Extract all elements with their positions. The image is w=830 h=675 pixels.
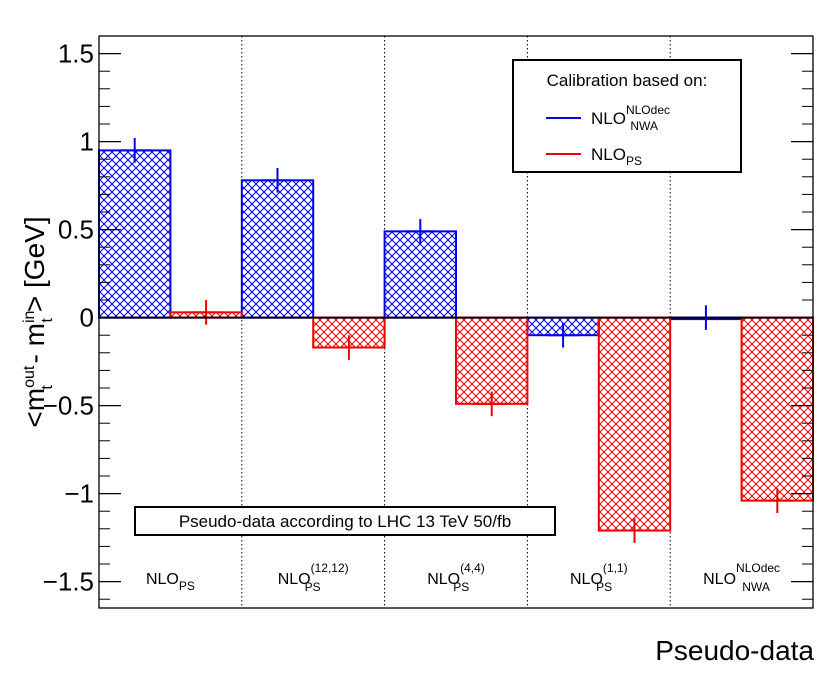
y-tick-labels: 1.5 1 0.5 0 −0.5 −1 −1.5 <box>43 39 94 597</box>
y-axis-title: <moutt - mint> [GeV] <box>19 216 56 427</box>
category-label: NLO(1,1) PS <box>570 561 628 594</box>
legend-title: Calibration based on: <box>547 71 708 90</box>
y-tick-label: 1 <box>80 127 94 157</box>
annotation-frame <box>134 506 556 536</box>
bar <box>740 316 814 502</box>
bar <box>597 316 672 532</box>
y-tick-label: 0.5 <box>58 215 94 245</box>
y-tick-label: −1 <box>64 479 94 509</box>
y-tick-label: 1.5 <box>58 39 94 69</box>
legend: Calibration based on: NLONLOdec NWA NLOPS <box>512 59 742 173</box>
category-label: NLONLOdec NWA <box>703 561 780 594</box>
plot-frame <box>98 35 814 609</box>
bars <box>98 149 814 532</box>
y-tick-label: 0 <box>80 303 94 333</box>
legend-label: NLONLOdec NWA <box>591 103 670 133</box>
bar <box>240 179 315 319</box>
annotation-box: Pseudo-data according to LHC 13 TeV 50/f… <box>134 506 556 536</box>
y-tick-label: −1.5 <box>43 567 94 597</box>
category-label: NLOPS <box>146 571 195 593</box>
y-tick-label: −0.5 <box>43 391 94 421</box>
bar <box>98 149 172 319</box>
legend-entries: NLONLOdec NWA NLOPS <box>546 103 670 168</box>
category-label: NLO(12,12) PS <box>278 561 349 594</box>
annotation-text: Pseudo-data according to LHC 13 TeV 50/f… <box>179 512 511 531</box>
category-labels: NLOPS NLO(12,12) PS NLO(4,4) PS NLO(1,1) PS NLO… <box>146 561 780 594</box>
x-axis-title: Pseudo-data <box>655 635 814 666</box>
bar <box>383 230 458 319</box>
legend-label: NLOPS <box>591 145 642 168</box>
category-label: NLO(4,4) PS <box>427 561 485 594</box>
bar <box>455 316 529 405</box>
axis-ticks <box>99 35 813 600</box>
